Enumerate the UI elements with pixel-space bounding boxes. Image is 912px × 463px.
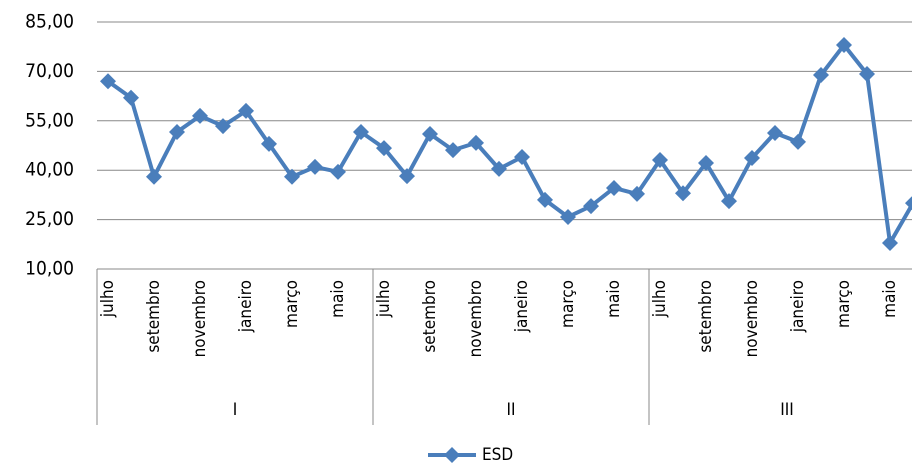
legend-label: ESD (482, 445, 513, 463)
data-point (491, 160, 507, 177)
x-tick-label: janeiro (788, 280, 808, 333)
x-tick-label: novembro (190, 280, 210, 357)
x-tick-label: novembro (466, 280, 486, 357)
x-tick-label: setembro (696, 280, 716, 353)
data-point (882, 234, 898, 251)
data-point (560, 208, 576, 225)
x-tick-label: janeiro (236, 280, 256, 333)
data-point (767, 124, 783, 141)
data-point (537, 191, 553, 208)
data-point (399, 168, 415, 185)
x-tick-label: março (834, 280, 854, 328)
data-point (146, 168, 162, 185)
data-point (284, 168, 300, 185)
x-tick-label: janeiro (512, 280, 532, 333)
data-point (652, 151, 668, 168)
data-point (376, 140, 392, 157)
x-tick-label: maio (604, 280, 624, 318)
data-point (261, 135, 277, 152)
data-point (790, 133, 806, 150)
data-point (905, 196, 912, 211)
data-point (422, 125, 438, 142)
x-tick-label: setembro (420, 280, 440, 353)
legend-marker (444, 447, 460, 463)
data-point (606, 179, 622, 196)
data-point (169, 123, 185, 140)
y-tick-label: 55,00 (25, 109, 74, 131)
data-point (836, 37, 852, 54)
data-point (583, 198, 599, 215)
group-label: II (506, 400, 515, 420)
data-point (307, 158, 323, 175)
data-point (629, 185, 645, 202)
data-point (353, 123, 369, 140)
data-point (100, 73, 116, 90)
data-point (721, 193, 737, 210)
data-point (514, 149, 530, 166)
x-tick-label: setembro (144, 280, 164, 353)
data-point (238, 102, 254, 119)
data-point (123, 89, 139, 106)
x-tick-label: julho (374, 280, 394, 318)
x-tick-label: julho (98, 280, 118, 318)
data-line (106, 43, 912, 245)
data-point (859, 66, 875, 83)
y-tick-label: 85,00 (25, 11, 74, 33)
group-label: III (780, 400, 794, 420)
x-tick-label: março (558, 280, 578, 328)
x-tick-label: maio (880, 280, 900, 318)
data-point (192, 107, 208, 124)
x-tick-label: julho (650, 280, 670, 318)
data-point (445, 142, 461, 159)
data-point (468, 134, 484, 151)
x-tick-label: maio (328, 280, 348, 318)
data-point (675, 185, 691, 202)
y-tick-label: 70,00 (25, 60, 74, 82)
data-point (330, 163, 346, 180)
group-label: I (233, 400, 238, 420)
data-point (698, 154, 714, 171)
data-point (744, 150, 760, 167)
x-tick-label: março (282, 280, 302, 328)
y-tick-label: 10,00 (25, 258, 74, 280)
data-point (813, 67, 829, 84)
data-point (215, 118, 231, 135)
x-tick-label: novembro (742, 280, 762, 357)
y-tick-label: 25,00 (25, 208, 74, 230)
y-tick-label: 40,00 (25, 159, 74, 181)
